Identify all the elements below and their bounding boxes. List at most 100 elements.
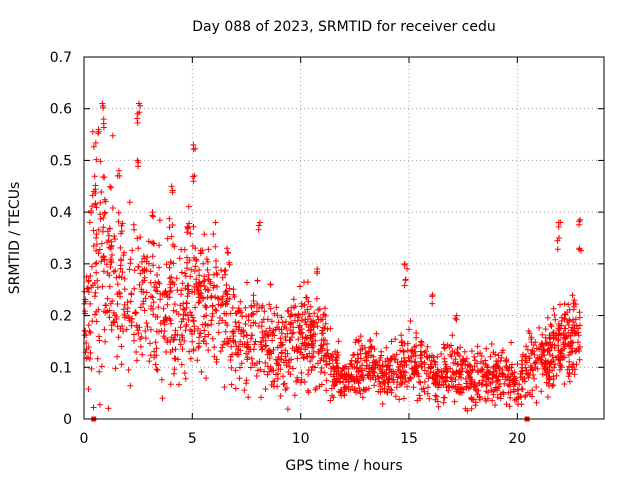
data-point — [313, 319, 320, 326]
data-point — [367, 336, 374, 343]
data-point — [487, 353, 494, 360]
data-point — [484, 363, 491, 370]
data-point — [197, 282, 204, 289]
data-point — [235, 326, 242, 333]
data-point — [149, 212, 156, 219]
data-point — [96, 337, 103, 344]
data-point — [429, 293, 436, 300]
data-point — [576, 309, 583, 316]
data-point — [205, 347, 212, 354]
data-point — [171, 355, 178, 362]
data-point — [373, 358, 380, 365]
data-point — [551, 312, 558, 318]
data-point — [398, 332, 405, 339]
data-point — [350, 376, 357, 383]
data-point — [134, 115, 141, 122]
data-point — [292, 312, 298, 319]
data-point — [294, 355, 301, 362]
data-point — [464, 369, 471, 376]
data-point — [92, 311, 98, 318]
data-point — [531, 351, 538, 358]
data-point — [434, 366, 441, 373]
data-point — [150, 213, 157, 220]
data-point — [552, 361, 558, 368]
data-point — [385, 383, 392, 390]
data-point — [398, 358, 405, 365]
data-point — [190, 178, 197, 185]
data-point — [277, 335, 284, 342]
data-point — [185, 203, 192, 210]
data-point — [257, 366, 264, 373]
data-point — [322, 320, 329, 327]
data-point — [258, 346, 265, 353]
data-point — [250, 292, 257, 299]
data-point — [96, 368, 103, 375]
data-point — [134, 119, 141, 126]
data-point — [99, 228, 106, 235]
data-point — [108, 184, 114, 191]
data-point — [100, 124, 107, 131]
data-point — [134, 110, 141, 117]
data-point — [255, 226, 262, 233]
data-point — [383, 344, 390, 351]
data-point — [447, 351, 454, 358]
data-point — [338, 392, 345, 399]
y-tick-label: 0.2 — [50, 309, 72, 325]
data-point — [573, 361, 580, 368]
data-point — [307, 334, 314, 341]
data-point — [327, 371, 334, 378]
data-point — [297, 329, 304, 336]
data-point — [142, 335, 149, 342]
data-point — [244, 339, 251, 346]
data-point — [313, 295, 320, 302]
data-point — [432, 371, 439, 378]
data-point — [399, 379, 406, 386]
data-point — [545, 347, 552, 354]
y-tick-label: 0.4 — [50, 205, 72, 221]
data-point — [455, 361, 462, 368]
data-point — [114, 301, 121, 307]
data-point — [210, 284, 217, 291]
data-point — [155, 304, 162, 311]
x-tick-label: 10 — [292, 431, 310, 447]
data-point — [209, 313, 216, 320]
data-point — [400, 374, 407, 381]
data-point — [288, 356, 295, 363]
data-point — [400, 395, 407, 402]
data-point — [260, 316, 267, 323]
data-point — [501, 380, 508, 387]
data-point — [531, 360, 538, 367]
data-point — [211, 353, 218, 360]
data-point — [82, 349, 89, 356]
data-point — [404, 347, 411, 354]
data-point — [321, 369, 328, 376]
data-point — [125, 366, 132, 373]
data-point — [494, 377, 501, 384]
data-point — [373, 330, 380, 337]
data-point — [432, 392, 439, 399]
data-point — [285, 308, 292, 315]
data-point — [149, 253, 156, 260]
data-point — [227, 310, 234, 317]
data-point — [147, 352, 154, 359]
data-point — [164, 235, 171, 242]
data-point — [465, 372, 472, 379]
data-point — [186, 348, 193, 355]
data-point — [126, 199, 133, 206]
data-point — [126, 266, 133, 273]
data-point — [168, 287, 174, 294]
data-point — [146, 358, 153, 365]
data-point — [190, 346, 197, 353]
data-point — [354, 375, 361, 382]
data-point — [193, 280, 199, 287]
data-point — [184, 293, 191, 300]
data-point — [102, 302, 109, 309]
data-point — [322, 305, 328, 312]
data-point — [502, 376, 509, 383]
data-point — [85, 285, 91, 292]
data-point — [143, 320, 150, 326]
data-point — [170, 260, 177, 267]
data-point — [189, 338, 196, 345]
data-point — [436, 379, 443, 385]
data-point — [498, 354, 505, 361]
